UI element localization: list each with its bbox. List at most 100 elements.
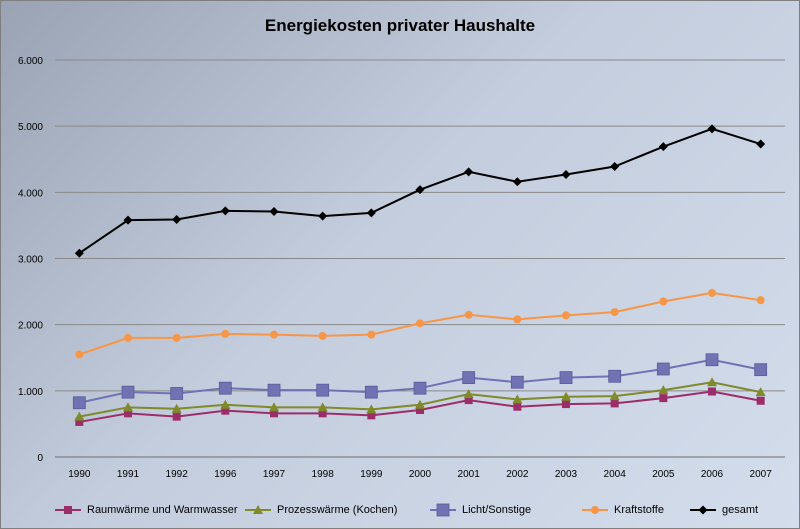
data-point <box>415 185 425 195</box>
x-tick-label: 1997 <box>263 469 286 480</box>
legend-swatch-marker <box>253 505 263 514</box>
y-tick-label: 3.000 <box>18 255 43 266</box>
data-point <box>318 409 327 418</box>
data-point <box>221 406 230 415</box>
data-point <box>121 385 135 399</box>
data-point <box>269 402 279 412</box>
legend-label: Licht/Sonstige <box>462 504 532 516</box>
legend: Raumwärme und Warmwasser Prozesswärme (Ko… <box>0 500 800 520</box>
legend-item: Kraftstoffe <box>582 500 664 520</box>
data-point <box>463 389 474 399</box>
legend-swatch-marker <box>698 505 708 515</box>
data-point <box>705 353 719 367</box>
data-point <box>559 371 573 385</box>
data-point <box>610 162 620 172</box>
data-point <box>218 381 232 395</box>
data-point <box>413 381 427 395</box>
legend-label: Prozesswärme (Kochen) <box>277 504 398 516</box>
data-point <box>512 177 522 187</box>
data-point <box>462 371 476 385</box>
y-tick-label: 0 <box>37 453 43 464</box>
y-tick-label: 5.000 <box>18 122 43 133</box>
data-point <box>610 399 619 408</box>
data-point <box>416 319 424 328</box>
data-point <box>123 215 133 225</box>
data-point <box>756 296 765 305</box>
legend-swatch <box>582 506 608 514</box>
data-point <box>561 391 571 401</box>
data-point <box>756 396 765 405</box>
data-point <box>562 311 570 320</box>
x-tick-label: 1999 <box>360 469 383 480</box>
x-tick-label: 2004 <box>604 469 627 480</box>
data-point <box>513 402 522 411</box>
x-tick-label: 1996 <box>214 469 237 480</box>
data-point <box>610 308 619 317</box>
legend-swatch <box>55 506 81 514</box>
y-tick-label: 6.000 <box>18 56 43 67</box>
data-point <box>756 139 766 149</box>
data-point <box>464 310 473 319</box>
data-point <box>656 362 670 376</box>
x-tick-label: 1998 <box>312 469 335 480</box>
y-tick-label: 4.000 <box>18 188 43 199</box>
data-point <box>510 375 524 389</box>
data-point <box>609 391 620 401</box>
data-point <box>221 329 230 338</box>
x-tick-label: 2001 <box>458 469 481 480</box>
legend-label: gesamt <box>722 504 759 516</box>
data-point <box>318 331 327 340</box>
data-point <box>464 167 474 177</box>
legend-swatch <box>430 503 456 517</box>
data-point <box>366 404 377 414</box>
data-point <box>707 124 717 134</box>
data-point <box>74 248 84 258</box>
data-point <box>318 211 328 221</box>
data-point <box>123 402 133 412</box>
legend-item: Raumwärme und Warmwasser <box>55 500 238 520</box>
data-point <box>270 409 278 418</box>
x-tick-label: 1990 <box>68 469 91 480</box>
data-point <box>72 396 86 410</box>
data-point <box>172 214 182 224</box>
legend-item: gesamt <box>690 500 758 520</box>
data-point <box>267 383 281 397</box>
data-point <box>75 417 84 426</box>
y-tick-label: 2.000 <box>18 321 43 332</box>
legend-swatch <box>690 505 716 515</box>
x-tick-label: 2003 <box>555 469 578 480</box>
data-point <box>75 350 84 359</box>
data-point <box>124 333 132 342</box>
data-point <box>74 411 85 421</box>
x-tick-label: 1991 <box>117 469 140 480</box>
data-point <box>608 369 622 383</box>
x-tick-label: 2000 <box>409 469 432 480</box>
x-tick-label: 2002 <box>506 469 529 480</box>
data-point <box>269 207 279 217</box>
data-point <box>658 142 668 152</box>
data-point <box>316 383 330 397</box>
data-point <box>364 385 378 399</box>
legend-swatch <box>245 505 271 514</box>
data-point <box>707 377 717 387</box>
data-point <box>658 385 669 395</box>
data-point <box>415 399 425 409</box>
data-point <box>416 406 424 415</box>
x-tick-label: 2006 <box>701 469 724 480</box>
legend-label: Raumwärme und Warmwasser <box>87 504 238 516</box>
legend-item: Prozesswärme (Kochen) <box>245 500 397 520</box>
data-point <box>513 315 522 324</box>
data-point <box>270 330 278 339</box>
x-tick-label: 1992 <box>166 469 189 480</box>
data-point <box>464 396 473 405</box>
data-point <box>708 387 716 396</box>
data-point <box>561 169 571 179</box>
legend-item: Licht/Sonstige <box>430 500 531 520</box>
data-point <box>170 387 184 400</box>
data-point <box>367 411 376 420</box>
legend-label: Kraftstoffe <box>614 504 664 516</box>
data-point <box>172 412 181 421</box>
legend-swatch-marker <box>436 503 450 517</box>
data-point <box>366 208 376 218</box>
